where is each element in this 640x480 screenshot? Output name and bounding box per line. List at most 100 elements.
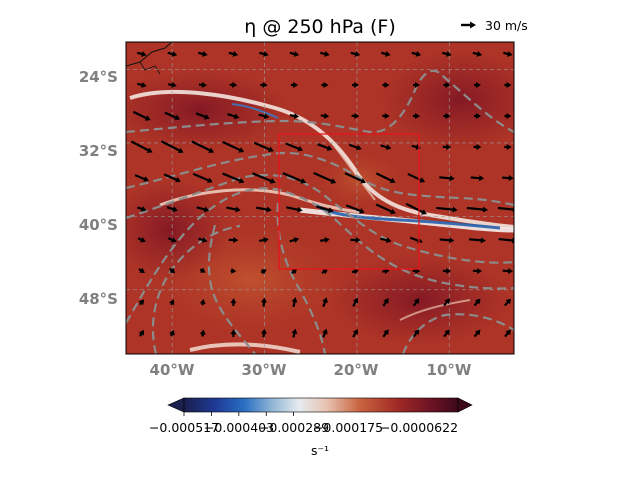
wind-arrow [289, 112, 300, 119]
contour-line [126, 173, 514, 264]
wind-arrow [138, 267, 145, 274]
wind-arrow [163, 173, 181, 183]
wind-arrow [411, 51, 422, 57]
wind-arrow [381, 51, 391, 57]
field-patch [330, 255, 510, 345]
wind-arrow [382, 329, 389, 338]
contour-line [126, 69, 514, 134]
wind-arrow [138, 329, 145, 337]
wind-arrow [191, 140, 215, 153]
wind-arrow [504, 112, 512, 119]
wind-arrow [382, 112, 390, 119]
wind-arrow [168, 81, 177, 88]
wind-arrow [138, 299, 145, 306]
wind-arrow [375, 203, 396, 215]
wind-arrow [289, 237, 300, 243]
wind-arrow [160, 140, 184, 154]
wind-arrow [230, 329, 237, 337]
wind-arrow [473, 82, 482, 89]
wind-arrow [352, 328, 358, 338]
x-tick-label: 30°W [242, 361, 287, 379]
wind-arrow [253, 141, 274, 153]
wind-arrow [230, 298, 237, 306]
colorbar-extend-low [167, 397, 185, 413]
quiver-key-arrowhead [470, 21, 476, 29]
field-patch [126, 180, 230, 280]
field-patch [380, 50, 514, 150]
wind-arrow [473, 143, 482, 150]
wind-arrow [504, 82, 512, 89]
wind-arrow [503, 51, 513, 57]
wind-arrow [380, 237, 392, 244]
wind-arrow [439, 237, 455, 244]
wind-vectors [130, 51, 514, 338]
x-tick-labels: 40°W 30°W 20°W 10°W [150, 361, 472, 379]
wind-arrow [167, 51, 178, 57]
wind-arrow [137, 236, 146, 243]
wind-arrow [228, 51, 239, 57]
filament [329, 139, 376, 201]
wind-arrow [351, 112, 360, 119]
x-tick-label: 10°W [427, 361, 472, 379]
wind-arrow [282, 172, 307, 184]
wind-arrow [322, 328, 328, 338]
wind-arrow [380, 144, 392, 151]
quiver-key-label: 30 m/s [485, 18, 528, 33]
wind-arrow [222, 172, 245, 184]
wind-arrow [285, 142, 304, 152]
wind-arrow [502, 175, 514, 182]
colorbar-extend-high [457, 397, 473, 413]
wind-arrow [504, 143, 512, 150]
wind-arrow [137, 82, 147, 88]
wind-arrow [195, 112, 210, 120]
wind-arrow [436, 206, 458, 213]
wind-arrow [289, 51, 300, 57]
wind-arrow [291, 268, 298, 275]
wind-arrow [290, 81, 299, 88]
wind-arrow [321, 268, 329, 275]
wind-arrow [504, 329, 511, 338]
contours [126, 69, 514, 354]
y-tick-labels: 24°S 32°S 40°S 48°S [79, 68, 118, 308]
wind-arrow [316, 205, 334, 214]
wind-arrow [320, 51, 330, 57]
wind-arrow [352, 297, 359, 307]
wind-arrow [405, 202, 427, 215]
wind-arrow [222, 141, 245, 153]
map-panel [126, 42, 514, 354]
filament [129, 89, 514, 229]
wind-arrow [167, 237, 177, 243]
wind-arrow [320, 112, 330, 119]
x-tick-label: 40°W [150, 361, 195, 379]
wind-arrow [412, 81, 421, 88]
wind-arrow [442, 143, 452, 150]
wind-arrow [227, 112, 240, 120]
wind-arrow [504, 298, 512, 307]
wind-arrow [382, 298, 389, 307]
colorbar-tick-label: −0.000517 [149, 420, 219, 435]
wind-arrow [134, 174, 149, 182]
wind-arrow [321, 81, 329, 88]
negative-streak [231, 103, 279, 119]
wind-arrow [198, 237, 208, 243]
wind-arrow [199, 267, 206, 273]
colorbar-ticks [183, 412, 294, 416]
wind-arrow [226, 206, 241, 213]
wind-arrow [439, 175, 455, 182]
wind-arrow [130, 140, 153, 153]
y-tick-label: 24°S [79, 68, 118, 86]
wind-arrow [258, 237, 269, 243]
coastline [139, 61, 161, 75]
wind-arrow [260, 297, 267, 307]
chart-title: η @ 250 hPa (F) [244, 16, 396, 38]
wind-arrow [322, 297, 328, 308]
wind-arrow [192, 172, 213, 183]
wind-arrow [443, 112, 451, 119]
wind-arrow [345, 204, 365, 214]
colorbar-tick-label: −0.000289 [259, 420, 329, 435]
wind-arrow [169, 267, 176, 274]
wind-arrow [348, 143, 362, 151]
wind-arrow [196, 206, 210, 213]
filament [399, 299, 471, 321]
